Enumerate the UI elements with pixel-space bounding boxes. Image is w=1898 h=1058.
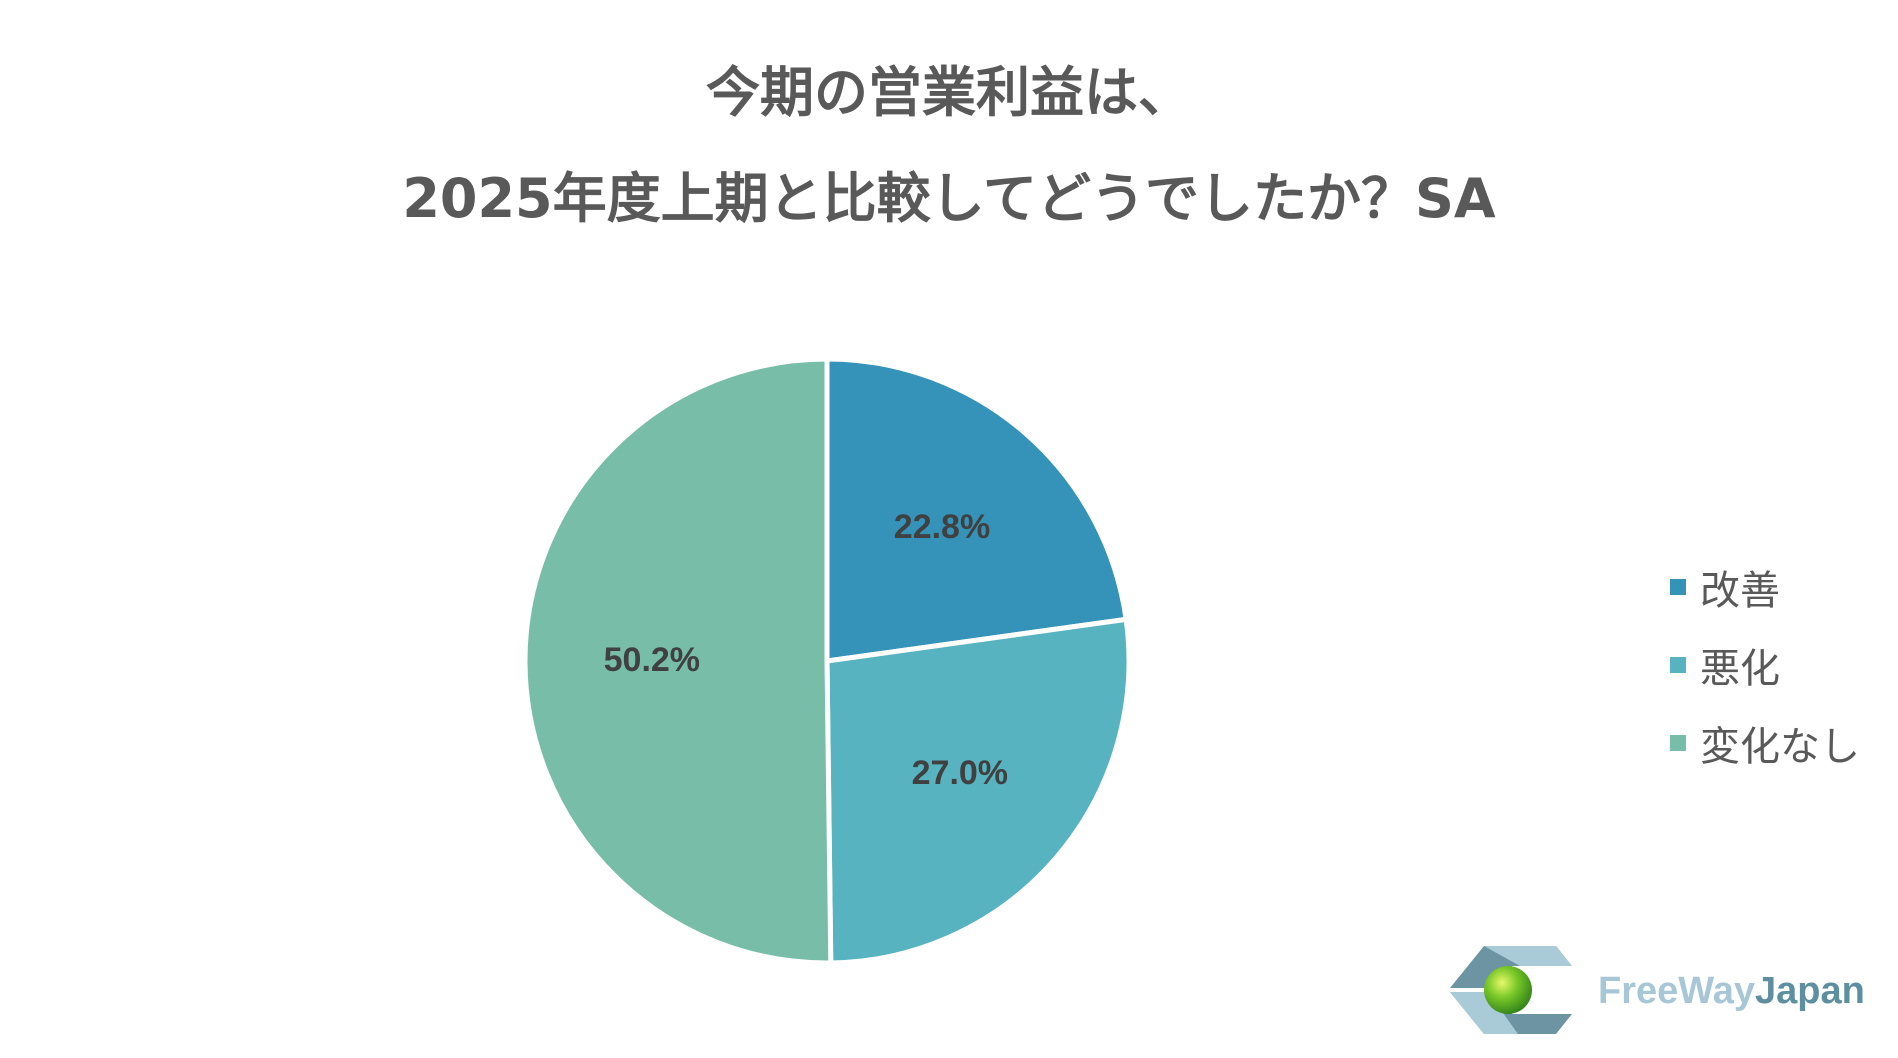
legend-label-worsened: 悪化 xyxy=(1700,646,1780,692)
freewayjapan-logo-icon xyxy=(1450,946,1572,1034)
chart-title: 今期の営業利益は、 2025年度上期と比較してどうでしたか？SA xyxy=(0,40,1898,252)
chart-title-line-1: 今期の営業利益は、 xyxy=(706,61,1192,124)
pie-data-label-improved: 22.8% xyxy=(894,508,990,546)
legend-swatch-worsened xyxy=(1670,657,1686,673)
pie-data-label-worsened: 27.0% xyxy=(912,754,1008,792)
legend-item-improved: 改善 xyxy=(1670,548,1860,626)
legend-swatch-improved xyxy=(1670,579,1686,595)
pie-slice-improved xyxy=(824,356,1129,664)
chart-legend: 改善 悪化 変化なし xyxy=(1670,548,1860,782)
pie-data-label-unchanged: 50.2% xyxy=(604,641,700,679)
freewayjapan-logo: FreeWayJapan xyxy=(1448,940,1868,1040)
chart-title-line-2: 2025年度上期と比較してどうでしたか？SA xyxy=(402,167,1496,230)
pie-slice-worsened xyxy=(824,616,1132,966)
legend-item-worsened: 悪化 xyxy=(1670,626,1860,704)
legend-label-improved: 改善 xyxy=(1700,568,1780,614)
legend-swatch-unchanged xyxy=(1670,735,1686,751)
freewayjapan-logo-text: FreeWayJapan xyxy=(1598,970,1865,1013)
logo-text-freeway: FreeWay xyxy=(1598,970,1755,1012)
legend-item-unchanged: 変化なし xyxy=(1670,704,1860,782)
logo-text-japan: Japan xyxy=(1755,970,1865,1012)
pie-slice-unchanged xyxy=(522,356,834,966)
legend-label-unchanged: 変化なし xyxy=(1700,724,1860,770)
